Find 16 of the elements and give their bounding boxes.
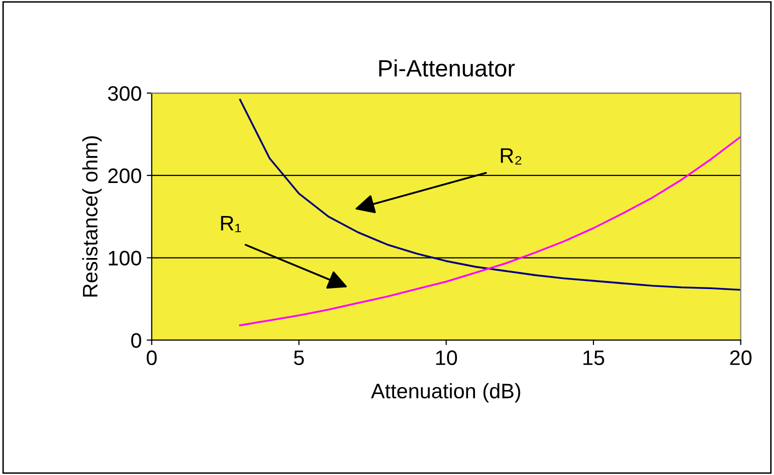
y-tick-label: 100 bbox=[108, 250, 142, 266]
x-tick-label: 10 bbox=[436, 350, 457, 366]
chart-title: Pi-Attenuator bbox=[379, 59, 515, 77]
line-series bbox=[239, 98, 741, 291]
line-series bbox=[239, 136, 741, 326]
y-tick-label: 0 bbox=[131, 333, 142, 348]
x-tick-label: 0 bbox=[146, 350, 157, 366]
y-tick-label: 300 bbox=[108, 86, 142, 101]
x-tick-label: 20 bbox=[730, 350, 752, 366]
x-axis-title: Attenuation (dB) bbox=[370, 383, 520, 403]
x-tick-label: 15 bbox=[583, 350, 604, 366]
annotation: R₂ bbox=[500, 148, 522, 164]
y-tick-label: 200 bbox=[108, 168, 142, 184]
y-axis-title: Resistance( ohm) bbox=[82, 136, 102, 297]
x-tick-label: 5 bbox=[294, 350, 304, 366]
annotation: R₁ bbox=[221, 216, 241, 232]
